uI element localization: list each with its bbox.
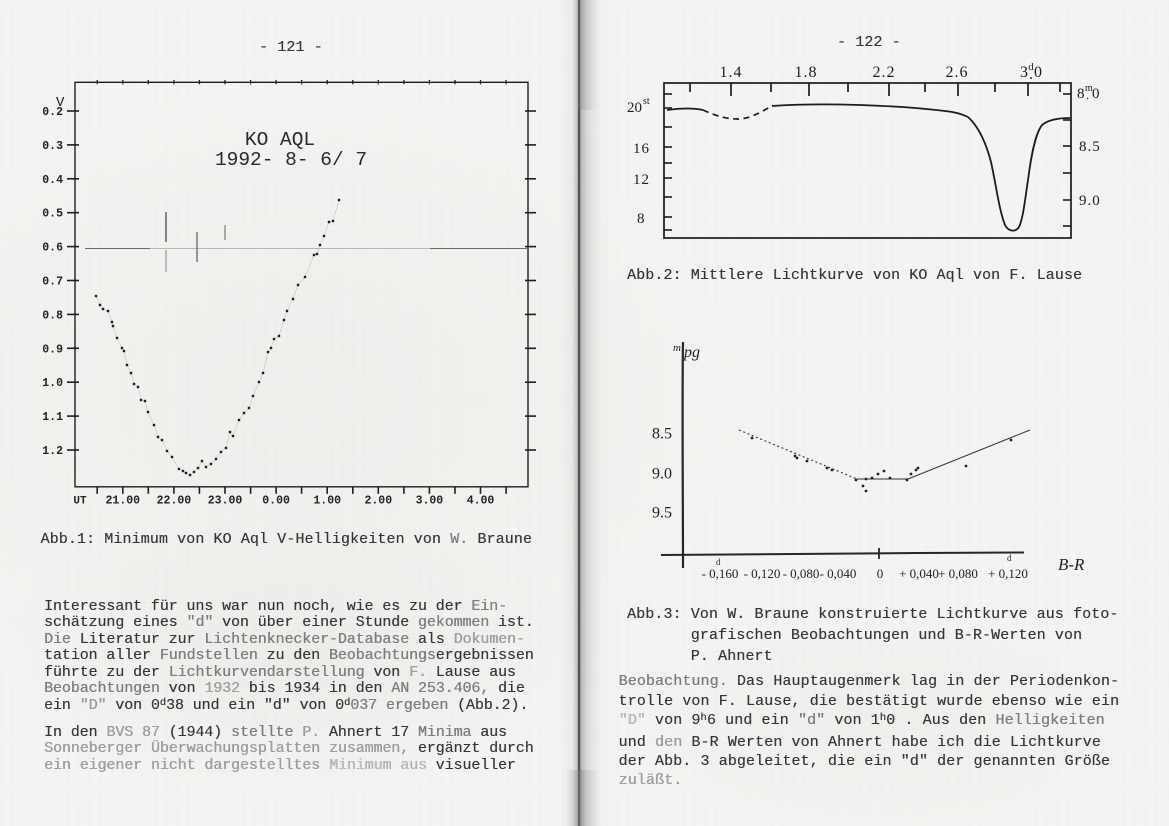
svg-text:+ 0,040: + 0,040 (899, 566, 939, 581)
svg-text:0.00: 0.00 (262, 495, 290, 508)
svg-text:0: 0 (1092, 86, 1100, 102)
svg-text:.: . (1029, 66, 1033, 83)
svg-text:0: 0 (877, 566, 884, 581)
svg-text:16: 16 (633, 141, 650, 157)
svg-text:1.2: 1.2 (42, 445, 63, 458)
svg-text:V: V (56, 95, 65, 111)
svg-text:21.00: 21.00 (106, 495, 141, 508)
svg-text:UT: UT (73, 496, 87, 508)
svg-text:0.9: 0.9 (42, 343, 63, 356)
svg-text:9.0: 9.0 (1079, 193, 1101, 209)
svg-text:0.4: 0.4 (42, 174, 63, 187)
svg-text:8: 8 (637, 211, 645, 227)
svg-text:0: 0 (1034, 64, 1042, 81)
svg-text:0.6: 0.6 (42, 242, 63, 255)
svg-text:2.2: 2.2 (873, 64, 896, 81)
svg-text:.: . (1086, 87, 1089, 102)
svg-text:0.2: 0.2 (42, 106, 63, 119)
svg-text:8.5: 8.5 (1079, 139, 1101, 155)
svg-text:B-R: B-R (1058, 555, 1085, 574)
svg-text:1.0: 1.0 (42, 377, 63, 390)
svg-text:1.1: 1.1 (42, 411, 63, 424)
svg-text:m: m (673, 342, 681, 354)
svg-text:- 0,040: - 0,040 (820, 566, 857, 581)
svg-text:2.6: 2.6 (946, 64, 969, 81)
svg-text:m: m (1085, 83, 1093, 94)
svg-text:9.5: 9.5 (652, 505, 672, 522)
svg-text:12: 12 (633, 172, 650, 188)
svg-text:KO AQL: KO AQL (245, 129, 315, 151)
svg-text:9.0: 9.0 (652, 466, 672, 483)
svg-text:8: 8 (1077, 86, 1085, 102)
svg-text:4.00: 4.00 (467, 495, 495, 508)
svg-text:1.8: 1.8 (795, 64, 818, 81)
svg-text:0.7: 0.7 (42, 276, 63, 289)
svg-text:0.3: 0.3 (42, 140, 63, 153)
svg-text:- 0,160: - 0,160 (702, 566, 739, 581)
svg-text:23.00: 23.00 (208, 495, 243, 508)
svg-text:8.5: 8.5 (652, 426, 672, 443)
svg-text:d: d (716, 557, 721, 567)
svg-text:- 0,080: - 0,080 (783, 566, 820, 581)
svg-text:1.00: 1.00 (313, 495, 341, 508)
svg-text:d: d (1028, 61, 1034, 73)
svg-text:+ 0,120: + 0,120 (988, 566, 1028, 581)
svg-text:0.5: 0.5 (42, 208, 63, 221)
svg-text:3.00: 3.00 (416, 495, 444, 508)
svg-text:2.00: 2.00 (364, 495, 392, 508)
svg-text:pg: pg (683, 344, 700, 361)
svg-text:20: 20 (627, 100, 642, 116)
svg-text:+ 0,080: + 0,080 (938, 566, 978, 581)
svg-text:3: 3 (1020, 64, 1028, 81)
svg-text:d: d (1007, 553, 1012, 563)
svg-text:1992- 8- 6/ 7: 1992- 8- 6/ 7 (215, 149, 367, 171)
svg-text:1.4: 1.4 (720, 64, 743, 81)
svg-text:22.00: 22.00 (157, 495, 192, 508)
svg-text:st: st (643, 96, 650, 107)
svg-text:- 0,120: - 0,120 (744, 566, 781, 581)
svg-text:0.8: 0.8 (42, 309, 63, 322)
